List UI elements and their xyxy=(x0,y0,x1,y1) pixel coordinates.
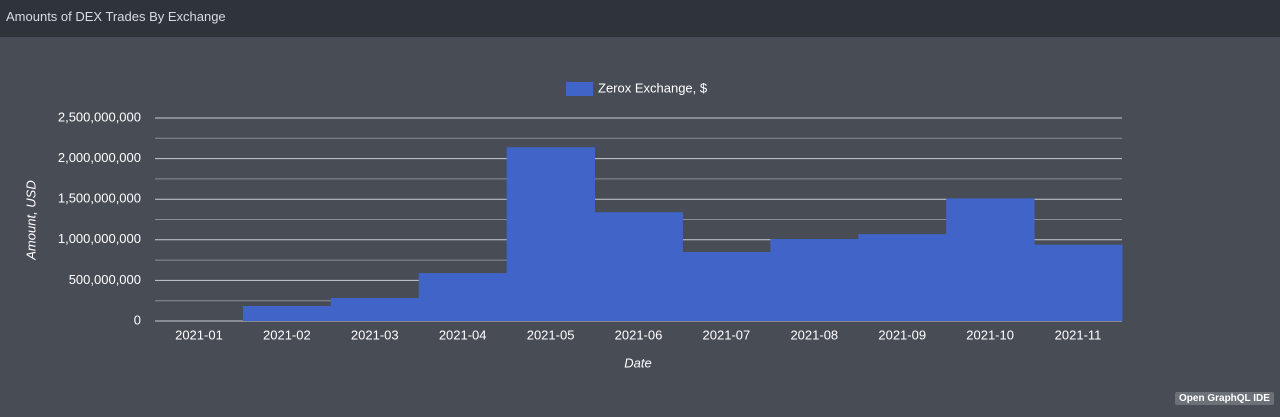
bar xyxy=(858,234,947,321)
header: Amounts of DEX Trades By Exchange xyxy=(0,0,1280,37)
x-tick-label: 2021-09 xyxy=(878,327,926,342)
bar xyxy=(946,198,1035,321)
x-tick-label: 2021-06 xyxy=(615,327,663,342)
y-tick-label: 1,500,000,000 xyxy=(58,191,141,206)
y-tick-label: 500,000,000 xyxy=(69,272,141,287)
x-tick-label: 2021-04 xyxy=(439,327,487,342)
x-tick-label: 2021-10 xyxy=(966,327,1014,342)
bar xyxy=(242,305,332,321)
y-tick-label: 1,000,000,000 xyxy=(58,231,141,246)
y-tick-label: 2,500,000,000 xyxy=(58,109,141,124)
x-tick-label: 2021-05 xyxy=(527,327,575,342)
x-tick-label: 2021-01 xyxy=(175,327,223,342)
bar xyxy=(330,298,420,321)
bar xyxy=(594,212,683,321)
x-tick-label: 2021-08 xyxy=(790,327,838,342)
y-axis-label: Amount, USD xyxy=(23,180,38,260)
y-tick-label: 0 xyxy=(134,312,141,327)
x-tick-label: 2021-07 xyxy=(703,327,751,342)
bar xyxy=(682,251,771,321)
x-tick-label: 2021-11 xyxy=(1055,327,1102,342)
open-graphql-ide-button[interactable]: Open GraphQL IDE xyxy=(1175,392,1274,405)
bar xyxy=(506,147,596,321)
legend-label: Zerox Exchange, $ xyxy=(598,80,708,95)
bar xyxy=(418,273,508,321)
x-tick-label: 2021-03 xyxy=(351,327,399,342)
chart-title: Amounts of DEX Trades By Exchange xyxy=(6,9,226,24)
x-axis-label: Date xyxy=(624,355,651,370)
y-tick-label: 2,000,000,000 xyxy=(58,150,141,165)
legend-swatch xyxy=(566,82,593,96)
bar xyxy=(1034,244,1123,321)
x-tick-label: 2021-02 xyxy=(263,327,311,342)
bar xyxy=(770,238,859,321)
